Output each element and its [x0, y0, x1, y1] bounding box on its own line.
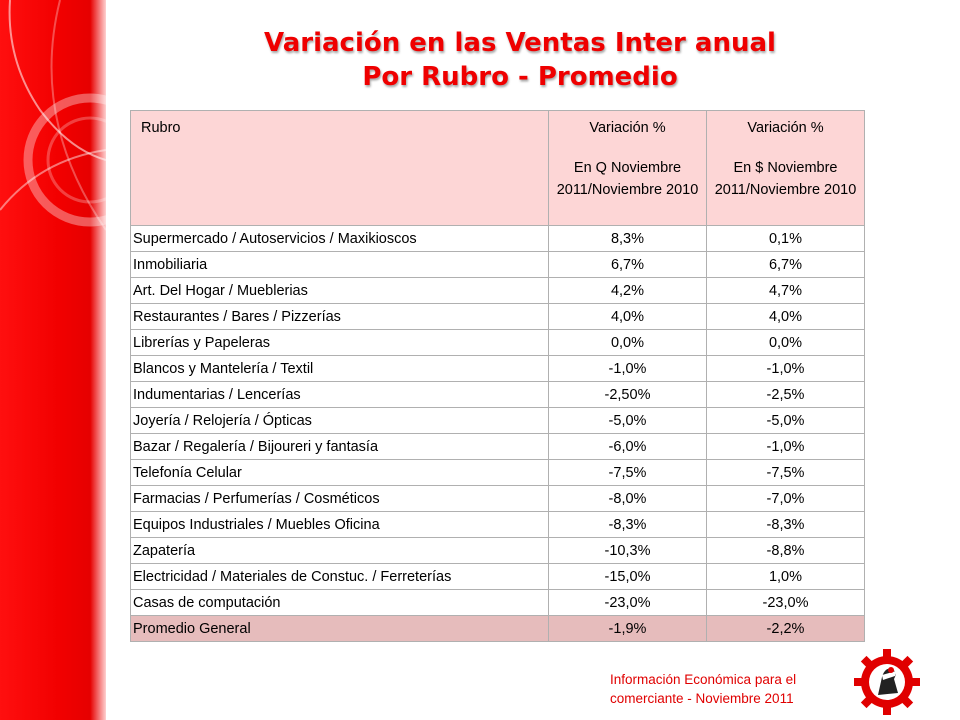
variacion-q-cell: 0,0% — [548, 329, 707, 356]
rubro-cell: Bazar / Regalería / Bijoureri y fantasía — [130, 433, 549, 460]
variacion-pesos-cell: -8,3% — [706, 511, 865, 538]
rubro-cell: Inmobiliaria — [130, 251, 549, 278]
rubro-cell: Promedio General — [130, 615, 549, 642]
variacion-pesos-cell: 4,7% — [706, 277, 865, 304]
footer-line-1: Información Económica para el — [610, 672, 797, 687]
variacion-pesos-cell: 1,0% — [706, 563, 865, 590]
header-rubro: Rubro — [130, 110, 549, 226]
variacion-q-cell: 6,7% — [548, 251, 707, 278]
rubro-cell: Electricidad / Materiales de Constuc. / … — [130, 563, 549, 590]
variacion-pesos-cell: -5,0% — [706, 407, 865, 434]
table-total-row: Promedio General -1,9% -2,2% — [130, 615, 865, 642]
page-title: Variación en las Ventas Inter anual — [264, 28, 776, 58]
variacion-pesos-cell: 4,0% — [706, 303, 865, 330]
table-row: Art. Del Hogar / Mueblerias 4,2% 4,7% — [130, 277, 865, 304]
rubro-cell: Farmacias / Perfumerías / Cosméticos — [130, 485, 549, 512]
variacion-q-cell: -1,9% — [548, 615, 707, 642]
variacion-q-cell: -7,5% — [548, 459, 707, 486]
variacion-pesos-cell: 0,0% — [706, 329, 865, 356]
rubro-cell: Supermercado / Autoservicios / Maxikiosc… — [130, 225, 549, 252]
variacion-pesos-cell: -23,0% — [706, 589, 865, 616]
variacion-pesos-cell: -7,0% — [706, 485, 865, 512]
variacion-pesos-cell: -1,0% — [706, 433, 865, 460]
header-variacion-q-period: En Q Noviembre 2011/Noviembre 2010 — [556, 160, 699, 198]
variacion-q-cell: -8,3% — [548, 511, 707, 538]
variacion-pesos-cell: -8,8% — [706, 537, 865, 564]
page-subtitle: Por Rubro - Promedio — [362, 62, 678, 92]
header-variacion-pesos-title: Variación % — [747, 120, 824, 136]
variacion-q-cell: 4,2% — [548, 277, 707, 304]
rubro-cell: Casas de computación — [130, 589, 549, 616]
variacion-q-cell: -2,50% — [548, 381, 707, 408]
table-header-row: Rubro Variación % En Q Noviembre 2011/No… — [130, 110, 865, 226]
table-row: Zapatería -10,3% -8,8% — [130, 537, 865, 564]
variacion-q-cell: -10,3% — [548, 537, 707, 564]
footer-note: Información Económica para el comerciant… — [610, 670, 850, 708]
decorative-sidebar — [0, 0, 106, 720]
rubro-cell: Telefonía Celular — [130, 459, 549, 486]
rubro-cell: Indumentarias / Lencerías — [130, 381, 549, 408]
table-row: Blancos y Mantelería / Textil -1,0% -1,0% — [130, 355, 865, 382]
rubro-cell: Librerías y Papeleras — [130, 329, 549, 356]
variacion-pesos-cell: 6,7% — [706, 251, 865, 278]
table-row: Farmacias / Perfumerías / Cosméticos -8,0… — [130, 485, 865, 512]
table-row: Equipos Industriales / Muebles Oficina -8… — [130, 511, 865, 538]
header-variacion-q-title: Variación % — [589, 120, 666, 136]
variacion-q-cell: -6,0% — [548, 433, 707, 460]
rubro-cell: Zapatería — [130, 537, 549, 564]
table-row: Librerías y Papeleras 0,0% 0,0% — [130, 329, 865, 356]
sales-variation-table: Rubro Variación % En Q Noviembre 2011/No… — [130, 110, 865, 642]
table-row: Indumentarias / Lencerías -2,50% -2,5% — [130, 381, 865, 408]
variacion-pesos-cell: -7,5% — [706, 459, 865, 486]
variacion-q-cell: -1,0% — [548, 355, 707, 382]
rubro-cell: Restaurantes / Bares / Pizzerías — [130, 303, 549, 330]
rubro-cell: Joyería / Relojería / Ópticas — [130, 407, 549, 434]
variacion-q-cell: -15,0% — [548, 563, 707, 590]
variacion-q-cell: -5,0% — [548, 407, 707, 434]
variacion-pesos-cell: -1,0% — [706, 355, 865, 382]
rubro-cell: Art. Del Hogar / Mueblerias — [130, 277, 549, 304]
variacion-pesos-cell: -2,5% — [706, 381, 865, 408]
variacion-q-cell: -8,0% — [548, 485, 707, 512]
table-row: Restaurantes / Bares / Pizzerías 4,0% 4,0% — [130, 303, 865, 330]
header-variacion-pesos: Variación % En $ Noviembre 2011/Noviembr… — [706, 110, 865, 226]
table-row: Inmobiliaria 6,7% 6,7% — [130, 251, 865, 278]
header-variacion-pesos-period: En $ Noviembre 2011/Noviembre 2010 — [714, 160, 857, 198]
variacion-q-cell: 8,3% — [548, 225, 707, 252]
table-row: Casas de computación -23,0% -23,0% — [130, 589, 865, 616]
table-row: Joyería / Relojería / Ópticas -5,0% -5,0% — [130, 407, 865, 434]
variacion-pesos-cell: -2,2% — [706, 615, 865, 642]
header-variacion-q: Variación % En Q Noviembre 2011/Noviembr… — [548, 110, 707, 226]
variacion-pesos-cell: 0,1% — [706, 225, 865, 252]
footer-line-2: comerciante - Noviembre 2011 — [610, 691, 794, 706]
gear-figure-logo-icon — [854, 649, 920, 715]
sidebar-swirl-decoration — [0, 0, 106, 231]
variacion-q-cell: -23,0% — [548, 589, 707, 616]
table-row: Bazar / Regalería / Bijoureri y fantasía… — [130, 433, 865, 460]
variacion-q-cell: 4,0% — [548, 303, 707, 330]
table-row: Supermercado / Autoservicios / Maxikiosc… — [130, 225, 865, 252]
rubro-cell: Equipos Industriales / Muebles Oficina — [130, 511, 549, 538]
table-row: Telefonía Celular -7,5% -7,5% — [130, 459, 865, 486]
table-row: Electricidad / Materiales de Constuc. / … — [130, 563, 865, 590]
rubro-cell: Blancos y Mantelería / Textil — [130, 355, 549, 382]
